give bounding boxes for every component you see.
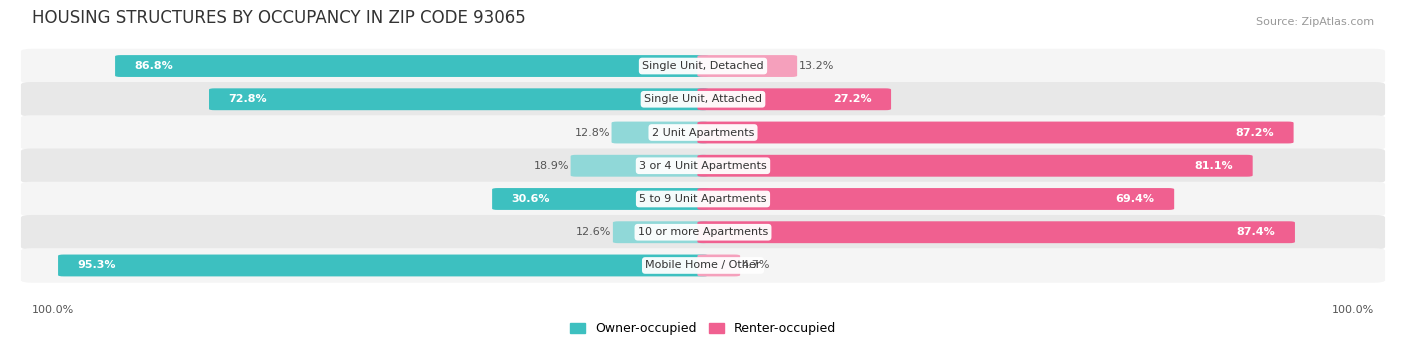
Legend: Owner-occupied, Renter-occupied: Owner-occupied, Renter-occupied [565,317,841,340]
Text: 13.2%: 13.2% [799,61,834,71]
Text: 4.7%: 4.7% [741,261,770,270]
Text: 5 to 9 Unit Apartments: 5 to 9 Unit Apartments [640,194,766,204]
Text: 86.8%: 86.8% [135,61,173,71]
FancyBboxPatch shape [21,215,1385,250]
FancyBboxPatch shape [21,49,1385,83]
Text: 81.1%: 81.1% [1195,161,1233,171]
Text: 30.6%: 30.6% [512,194,550,204]
Text: 72.8%: 72.8% [229,94,267,104]
FancyBboxPatch shape [21,148,1385,183]
FancyBboxPatch shape [697,155,1253,177]
FancyBboxPatch shape [612,122,709,144]
Text: Single Unit, Attached: Single Unit, Attached [644,94,762,104]
FancyBboxPatch shape [492,188,709,210]
Text: Mobile Home / Other: Mobile Home / Other [645,261,761,270]
FancyBboxPatch shape [697,221,1295,243]
FancyBboxPatch shape [21,82,1385,117]
FancyBboxPatch shape [58,254,709,277]
FancyBboxPatch shape [697,122,1294,144]
Text: 100.0%: 100.0% [1331,305,1374,315]
FancyBboxPatch shape [697,88,891,110]
Text: 2 Unit Apartments: 2 Unit Apartments [652,128,754,137]
FancyBboxPatch shape [697,188,1174,210]
FancyBboxPatch shape [697,55,797,77]
Text: HOUSING STRUCTURES BY OCCUPANCY IN ZIP CODE 93065: HOUSING STRUCTURES BY OCCUPANCY IN ZIP C… [32,9,526,27]
FancyBboxPatch shape [613,221,709,243]
FancyBboxPatch shape [115,55,709,77]
Text: 87.2%: 87.2% [1236,128,1274,137]
Text: 12.8%: 12.8% [575,128,610,137]
FancyBboxPatch shape [21,115,1385,150]
Text: 10 or more Apartments: 10 or more Apartments [638,227,768,237]
Text: 100.0%: 100.0% [32,305,75,315]
FancyBboxPatch shape [571,155,709,177]
Text: Source: ZipAtlas.com: Source: ZipAtlas.com [1256,17,1374,27]
Text: 12.6%: 12.6% [576,227,612,237]
Text: 87.4%: 87.4% [1237,227,1275,237]
FancyBboxPatch shape [21,248,1385,283]
Text: 3 or 4 Unit Apartments: 3 or 4 Unit Apartments [640,161,766,171]
FancyBboxPatch shape [697,254,740,277]
Text: Single Unit, Detached: Single Unit, Detached [643,61,763,71]
Text: 95.3%: 95.3% [77,261,117,270]
FancyBboxPatch shape [209,88,709,110]
Text: 27.2%: 27.2% [832,94,872,104]
Text: 69.4%: 69.4% [1115,194,1154,204]
Text: 18.9%: 18.9% [534,161,569,171]
FancyBboxPatch shape [21,182,1385,216]
